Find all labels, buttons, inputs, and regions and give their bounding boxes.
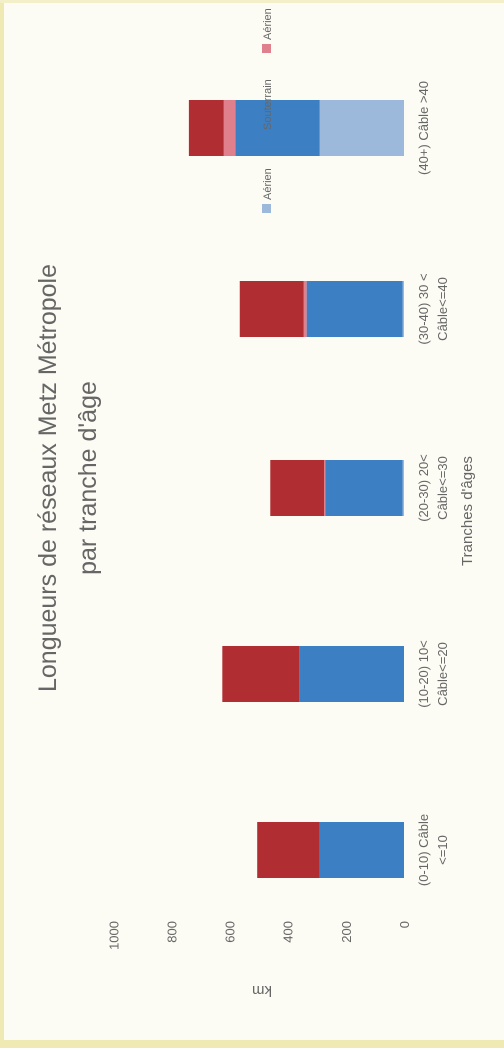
- page-edge-bottom: [0, 1040, 504, 1048]
- legend-swatch: [262, 134, 271, 143]
- y-tick-label: 1000: [106, 921, 121, 950]
- x-tick-label: (0-10) Câble: [416, 814, 431, 886]
- x-tick-label: <=10: [435, 835, 450, 865]
- y-tick-label: 600: [223, 921, 238, 943]
- x-tick-label: (40+) Câble >40: [416, 81, 431, 175]
- x-tick-label: (30-40) 30 <: [416, 273, 431, 344]
- legend-label: Aérien: [262, 168, 274, 200]
- x-tick-label: Câble<=40: [435, 277, 450, 341]
- bar-segment: [402, 460, 405, 516]
- bar-segment: [402, 281, 405, 337]
- bar-segment: [299, 646, 404, 702]
- bar-segment: [306, 281, 403, 337]
- bar-segment: [319, 822, 404, 878]
- bar-segment: [188, 100, 224, 156]
- bar-segment: [223, 100, 236, 156]
- bar-segment: [257, 822, 320, 878]
- bar-segment: [270, 460, 325, 516]
- bar-segment: [324, 460, 326, 516]
- bar-segment: [325, 460, 403, 516]
- page-edge-top: [0, 0, 504, 3]
- bar-segment: [222, 646, 300, 702]
- y-tick-label: 400: [281, 921, 296, 943]
- y-tick-label: 200: [339, 921, 354, 943]
- bar-segment: [303, 281, 307, 337]
- chart-subtitle: par tranche d'âge: [74, 381, 102, 575]
- page-edge-left: [0, 0, 4, 1048]
- y-tick-label: 800: [164, 921, 179, 943]
- bar-segment: [235, 100, 320, 156]
- x-axis-title: Tranches d'âges: [459, 456, 476, 566]
- legend-swatch: [262, 44, 271, 53]
- y-tick-label: 0: [397, 921, 412, 928]
- legend-label: Souterrain: [262, 79, 274, 130]
- x-tick-label: Câble<=20: [435, 642, 450, 706]
- y-axis-title: km: [252, 982, 272, 999]
- bar-segment: [239, 281, 304, 337]
- chart-title: Longueurs de réseaux Metz Métropole: [34, 264, 62, 692]
- x-tick-label: (20-30) 20<: [416, 454, 431, 522]
- x-tick-label: (10-20) 10<: [416, 640, 431, 708]
- legend: AérienSouterrainAérienSouterrain: [262, 8, 274, 213]
- x-tick-label: Câble<=30: [435, 456, 450, 520]
- bar-segment: [319, 100, 404, 156]
- legend-swatch: [262, 204, 271, 213]
- legend-label: Aérien: [262, 8, 274, 40]
